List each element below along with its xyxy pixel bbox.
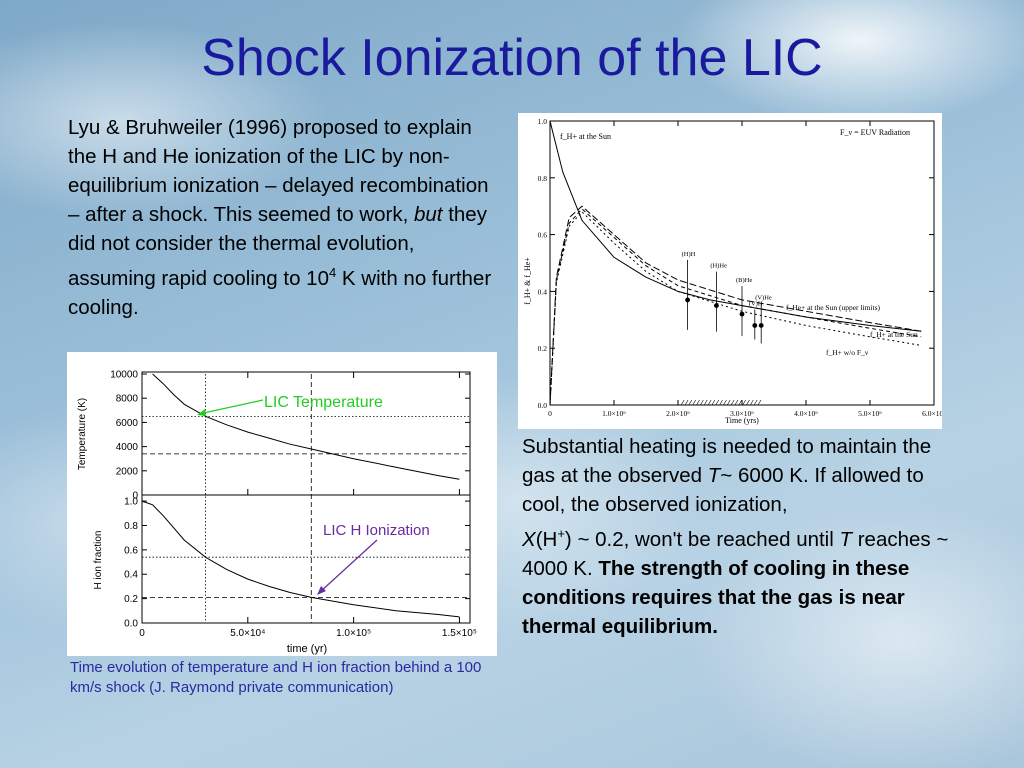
lb-series-line [549,120,922,332]
ion-fraction-curve [141,500,460,618]
ion-ytick-label: 0.2 [124,594,138,605]
lb-xtick-label: 4.0×10⁶ [794,409,818,418]
lb-marker-label: (B)He [736,277,752,284]
lb-series-line [549,205,922,406]
lb-data-marker [685,297,690,303]
lb-ytick-label: 1.0 [538,117,548,126]
lb-top-right-label: F_ν = EUV Radiation [840,128,910,137]
ion-ytick-label: 0.6 [124,545,138,556]
lb-ytick-label: 0.2 [538,344,548,353]
temp-ytick-label: 10000 [110,370,138,381]
lb-series-label-h: f_H+ at the Sun [870,330,918,339]
figure-caption: Time evolution of temperature and H ion … [70,659,482,696]
lb-marker-label: (H)He [710,263,727,270]
lb-xtick-label: 2.0×10⁶ [666,409,690,418]
lyu-bruhweiler-figure: 0.0 0.2 0.4 0.6 0.8 1.0 0 1.0×10⁶ 2.0×10⁶ 3.0×10⁶… [518,113,946,429]
temp-panel-frame [141,371,471,496]
lb-ytick-label: 0.8 [538,174,548,183]
ion-ylabel: H ion fraction [93,531,104,590]
lb-xtick-label: 0 [548,409,552,418]
ion-annotation-arrow [319,539,378,593]
left-paragraph: Lyu & Bruhweiler (1996) proposed to expl… [68,116,492,319]
lb-data-marker [758,323,764,328]
lb-series-line [549,208,922,406]
time-xtick-label: 0 [139,628,145,639]
ion-ytick-label: 0.4 [124,570,138,581]
time-xtick-label: 5.0×10⁴ [230,628,265,639]
lb-xtick-label: 1.0×10⁶ [602,409,626,418]
lb-frame [549,120,935,406]
lb-data-marker [752,323,758,328]
lb-data-marker [739,311,745,317]
temp-ytick-label: 6000 [116,418,139,429]
lb-series-label-he: f_He+ at the Sun (upper limits) [786,303,881,312]
ion-annotation: LIC H Ionization [323,522,430,539]
lb-marker-label: (V)He [755,294,772,301]
lb-ytick-label: 0.6 [538,231,548,240]
lb-ytick-label: 0.0 [538,401,548,410]
lb-marker-label: (V)H [749,300,763,307]
lb-xtick-label: 3.0×10⁶ [730,409,754,418]
temperature-curve [152,373,460,480]
ion-panel-frame [141,494,471,624]
lb-xtick-label: 6.0×10⁶ [922,409,942,418]
temp-ytick-label: 4000 [116,442,139,453]
lb-ylabel: f_H+ & f_He+ [523,257,532,305]
lb-top-left-label: f_H+ at the Sun [560,132,611,141]
lb-series-label-wo: f_H+ w/o F_ν [826,348,869,357]
temp-ytick-label: 0 [132,491,138,502]
time-xtick-label: 1.0×10⁵ [336,628,371,639]
temp-annotation-arrow [198,399,264,415]
temp-ylabel: Temperature (K) [77,398,88,470]
ion-ytick-label: 0.8 [124,521,138,532]
lb-series-line [549,211,922,406]
slide-title: Shock Ionization of the LIC [201,29,823,87]
lb-marker-label: (H)H [682,251,696,258]
lb-data-marker [714,303,719,308]
temp-annotation: LIC Temperature [264,394,383,411]
lb-ytick-label: 0.4 [538,287,548,296]
lb-xtick-label: 5.0×10⁶ [858,409,882,418]
lb-xlabel: Time (yrs) [725,416,759,425]
temp-ytick-label: 8000 [116,394,139,405]
temp-ytick-label: 2000 [116,466,139,477]
temperature-ionization-figure: 10000 8000 6000 4000 2000 0 1.0 0.8 0.6 0.4 0.2 0.0… [67,352,497,656]
ion-ytick-label: 1.0 [124,497,138,508]
right-paragraph: Substantial heating is needed to maintai… [522,435,949,638]
time-xlabel: time (yr) [287,643,327,655]
time-xtick-label: 1.5×10⁵ [442,628,477,639]
ion-ytick-label: 0.0 [124,619,138,630]
